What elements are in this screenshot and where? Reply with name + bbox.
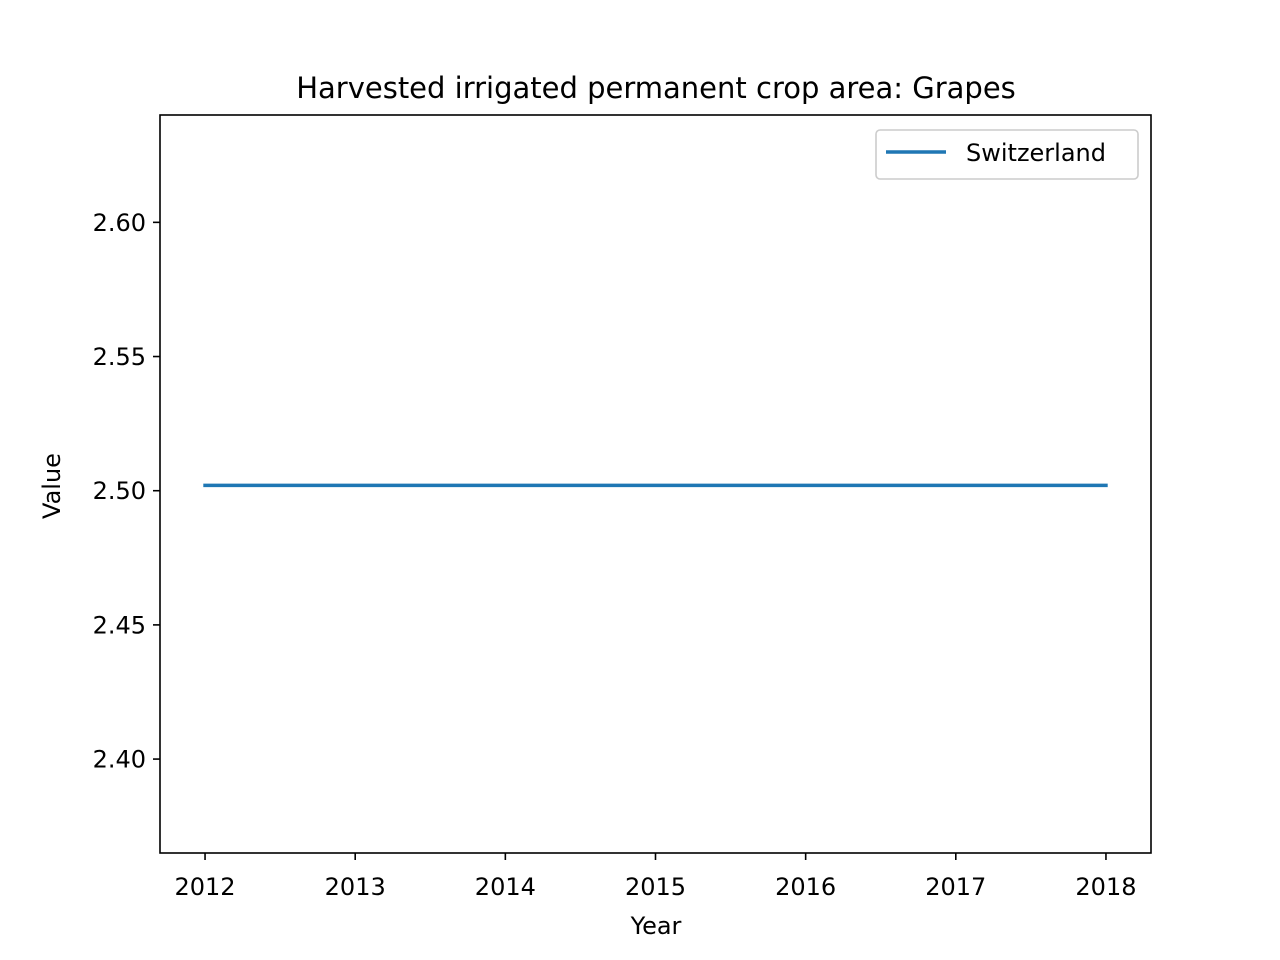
y-tick-label: 2.50 — [93, 477, 146, 505]
x-tick-label: 2015 — [625, 873, 686, 901]
chart-title: Harvested irrigated permanent crop area:… — [296, 71, 1016, 105]
y-tick-label: 2.45 — [93, 611, 146, 639]
legend-box — [875, 129, 1139, 180]
legend-label-switzerland: Switzerland — [966, 139, 1106, 167]
x-tick-label: 2013 — [325, 873, 386, 901]
y-tick-label: 2.55 — [93, 343, 146, 371]
x-tick-label: 2014 — [475, 873, 536, 901]
x-tick-label: 2016 — [775, 873, 836, 901]
x-tick-label: 2012 — [175, 873, 236, 901]
x-axis: 2012 2013 2014 2015 2016 2017 2018 — [175, 853, 1136, 901]
legend: Switzerland — [875, 129, 1139, 180]
y-axis-label: Value — [38, 453, 66, 519]
y-axis: 2.40 2.45 2.50 2.55 2.60 — [93, 209, 160, 774]
x-axis-label: Year — [630, 912, 682, 940]
y-tick-label: 2.40 — [93, 746, 146, 774]
y-tick-label: 2.60 — [93, 209, 146, 237]
x-tick-label: 2018 — [1075, 873, 1136, 901]
x-tick-label: 2017 — [925, 873, 986, 901]
